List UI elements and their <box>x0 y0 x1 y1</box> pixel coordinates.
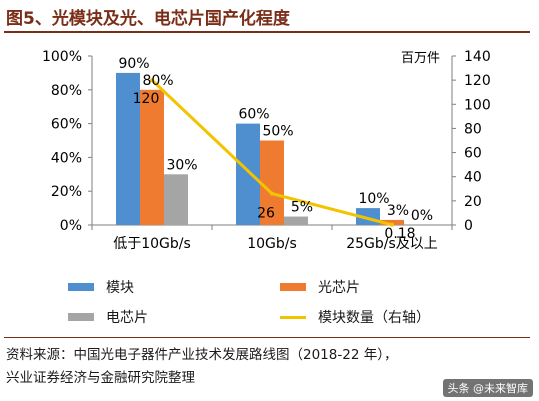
left-axis-tick-label: 100% <box>42 49 82 65</box>
legend-swatch-electrical-chip <box>68 313 94 321</box>
bar-2 <box>380 219 404 225</box>
bar-data-label: 80% <box>142 73 173 89</box>
x-axis-tick-label: 10Gb/s <box>247 236 297 252</box>
legend-swatch-optical-chip <box>280 283 306 291</box>
line-data-label: 0.18 <box>384 226 415 242</box>
right-axis-tick-label: 120 <box>464 73 491 89</box>
x-axis-tick-label: 25Gb/s及以上 <box>346 236 438 252</box>
right-axis-tick-label: 100 <box>464 97 491 113</box>
legend-label-electrical-chip: 电芯片 <box>106 310 148 326</box>
line-point <box>270 191 274 196</box>
legend-item-optical-chip: 光芯片 <box>280 277 360 297</box>
source-divider <box>4 337 530 338</box>
bar-data-label: 90% <box>118 56 149 72</box>
right-axis-tick-label: 40 <box>464 170 482 186</box>
title-divider <box>4 31 530 33</box>
watermark: 头条 @未来智库 <box>442 379 533 397</box>
legend-item-electrical-chip: 电芯片 <box>68 307 148 327</box>
line-data-label: 26 <box>257 206 275 222</box>
left-axis-tick-label: 40% <box>51 150 82 166</box>
legend-label-module: 模块 <box>106 280 134 296</box>
legend-item-module: 模块 <box>68 277 134 297</box>
left-axis-tick-label: 20% <box>51 184 82 200</box>
bar-data-label: 3% <box>387 203 409 219</box>
left-axis-tick-label: 60% <box>51 117 82 133</box>
source-line-2: 兴业证券经济与金融研究院整理 <box>6 370 195 386</box>
right-axis-unit: 百万件 <box>401 51 440 66</box>
line-point <box>150 78 154 83</box>
bar-data-label: 0% <box>411 208 433 224</box>
legend-label-line: 模块数量（右轴） <box>318 310 430 326</box>
bar-data-label: 50% <box>262 124 293 140</box>
right-axis-tick-label: 80 <box>464 121 482 137</box>
x-axis-tick-label: 低于10Gb/s <box>113 236 191 252</box>
line-data-label: 120 <box>133 91 160 107</box>
bar-data-label: 5% <box>291 200 313 216</box>
legend-item-line: 模块数量（右轴） <box>280 307 430 327</box>
bar-3 <box>164 174 188 225</box>
bar-data-label: 60% <box>238 107 269 123</box>
legend-label-optical-chip: 光芯片 <box>318 280 360 296</box>
bar-1 <box>236 123 260 225</box>
right-axis-tick-label: 60 <box>464 146 482 162</box>
line-point <box>390 222 394 227</box>
chart-area: 0% 20% 40% 60% 80% 100% 0 20 40 60 80 100 120 140 低于10… <box>42 49 491 252</box>
right-axis-tick-label: 20 <box>464 194 482 210</box>
bar-data-label: 30% <box>166 157 197 173</box>
source-line-1: 资料来源：中国光电子器件产业技术发展路线图（2018-22 年）， <box>6 347 398 363</box>
right-axis-tick-label: 0 <box>464 218 473 234</box>
bar-2 <box>260 140 284 225</box>
bar-data-label: 10% <box>358 191 389 207</box>
legend-swatch-module <box>68 283 94 291</box>
chart-title: 图5、光模块及光、电芯片国产化程度 <box>6 9 290 29</box>
legend-swatch-line <box>280 315 306 319</box>
right-axis-tick-label: 140 <box>464 49 491 65</box>
left-axis-tick-label: 80% <box>51 83 82 99</box>
bar-2 <box>140 89 164 225</box>
left-axis-tick-label: 0% <box>60 218 82 234</box>
bar-3 <box>284 216 308 225</box>
bar-1 <box>116 72 140 226</box>
